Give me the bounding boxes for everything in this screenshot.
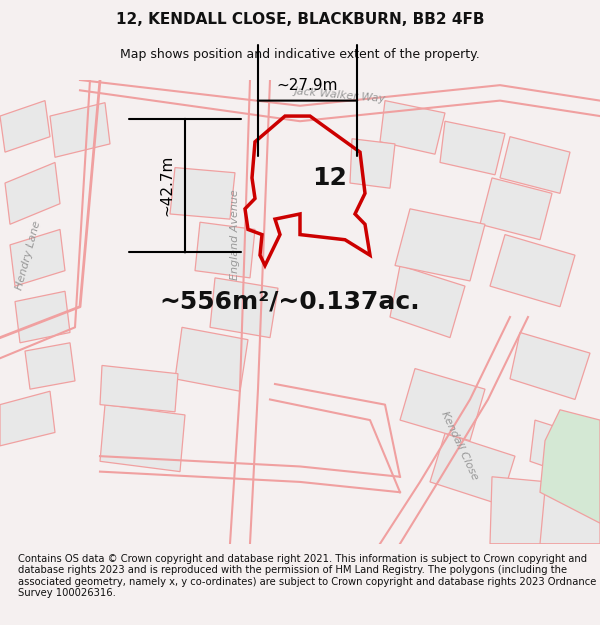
Polygon shape [5, 162, 60, 224]
Polygon shape [0, 101, 50, 152]
Polygon shape [400, 369, 485, 441]
Polygon shape [350, 139, 395, 188]
Polygon shape [170, 168, 235, 219]
Text: 12, KENDALL CLOSE, BLACKBURN, BB2 4FB: 12, KENDALL CLOSE, BLACKBURN, BB2 4FB [116, 12, 484, 27]
Text: Kendall Close: Kendall Close [440, 410, 481, 482]
Polygon shape [540, 490, 600, 544]
Text: Jack Walker Way: Jack Walker Way [294, 86, 386, 104]
Polygon shape [500, 137, 570, 193]
Text: Map shows position and indicative extent of the property.: Map shows position and indicative extent… [120, 48, 480, 61]
Polygon shape [440, 121, 505, 175]
Polygon shape [100, 366, 178, 412]
Text: England Avenue: England Avenue [230, 189, 240, 280]
Text: Hendry Lane: Hendry Lane [14, 219, 42, 291]
Polygon shape [100, 404, 185, 472]
Polygon shape [0, 391, 55, 446]
Text: 12: 12 [313, 166, 347, 190]
Polygon shape [175, 328, 248, 391]
Polygon shape [25, 342, 75, 389]
Polygon shape [50, 102, 110, 158]
Text: Contains OS data © Crown copyright and database right 2021. This information is : Contains OS data © Crown copyright and d… [18, 554, 596, 598]
Polygon shape [530, 420, 600, 482]
Polygon shape [15, 291, 70, 342]
Polygon shape [430, 434, 515, 504]
Polygon shape [390, 266, 465, 338]
Polygon shape [490, 234, 575, 307]
Polygon shape [195, 222, 255, 278]
Polygon shape [510, 332, 590, 399]
Text: ~42.7m: ~42.7m [160, 155, 175, 216]
Polygon shape [480, 178, 552, 240]
Text: ~556m²/~0.137ac.: ~556m²/~0.137ac. [160, 289, 421, 314]
Polygon shape [490, 477, 548, 544]
Polygon shape [210, 278, 278, 338]
Polygon shape [380, 101, 445, 154]
Text: ~27.9m: ~27.9m [277, 78, 338, 92]
Polygon shape [540, 410, 600, 523]
Polygon shape [395, 209, 485, 281]
Polygon shape [10, 229, 65, 286]
